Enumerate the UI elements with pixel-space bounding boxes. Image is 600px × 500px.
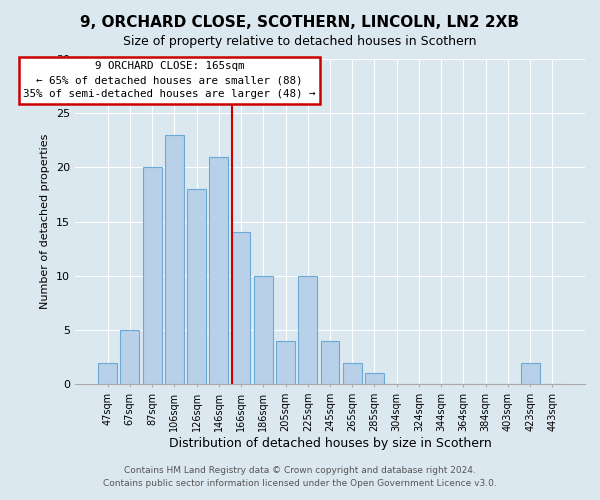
Text: 9 ORCHARD CLOSE: 165sqm
← 65% of detached houses are smaller (88)
35% of semi-de: 9 ORCHARD CLOSE: 165sqm ← 65% of detache… — [23, 61, 316, 99]
Text: Contains HM Land Registry data © Crown copyright and database right 2024.
Contai: Contains HM Land Registry data © Crown c… — [103, 466, 497, 487]
Bar — [298, 276, 317, 384]
Bar — [254, 276, 273, 384]
Bar — [521, 362, 539, 384]
Bar — [187, 189, 206, 384]
Y-axis label: Number of detached properties: Number of detached properties — [40, 134, 50, 310]
Bar — [121, 330, 139, 384]
Bar — [320, 341, 340, 384]
Text: 9, ORCHARD CLOSE, SCOTHERN, LINCOLN, LN2 2XB: 9, ORCHARD CLOSE, SCOTHERN, LINCOLN, LN2… — [80, 15, 520, 30]
Bar — [232, 232, 250, 384]
Bar — [343, 362, 362, 384]
Bar — [276, 341, 295, 384]
X-axis label: Distribution of detached houses by size in Scothern: Distribution of detached houses by size … — [169, 437, 491, 450]
Bar — [365, 374, 384, 384]
Bar — [165, 135, 184, 384]
Bar — [209, 156, 228, 384]
Text: Size of property relative to detached houses in Scothern: Size of property relative to detached ho… — [123, 35, 477, 48]
Bar — [143, 168, 161, 384]
Bar — [98, 362, 117, 384]
